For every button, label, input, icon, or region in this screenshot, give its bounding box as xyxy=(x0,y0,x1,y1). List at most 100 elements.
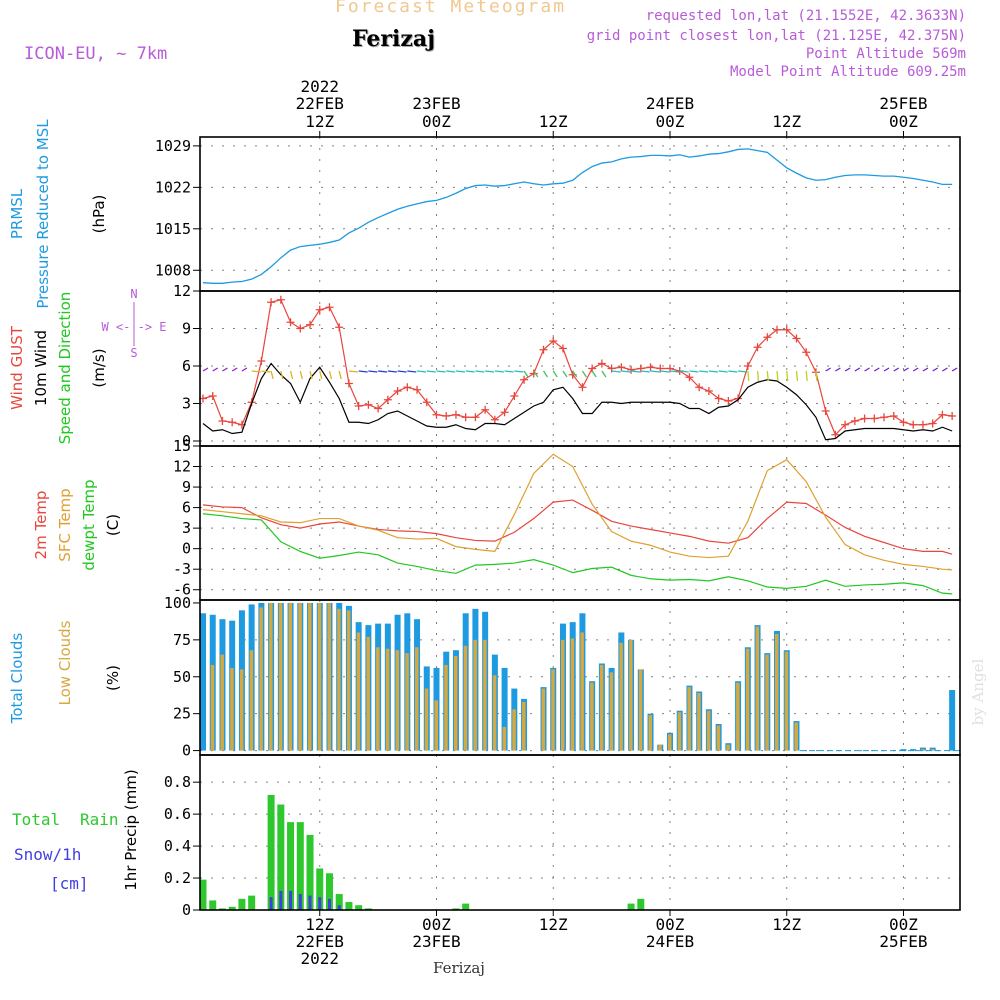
y-tick-label: 0.8 xyxy=(164,773,191,791)
low-clouds-bar xyxy=(463,645,468,751)
point-altitude: Point Altitude 569m xyxy=(805,46,966,62)
low-clouds-bar xyxy=(570,638,575,751)
low-clouds-bar xyxy=(395,650,400,751)
x-label-bottom: 24FEB xyxy=(646,932,694,951)
rain-bar xyxy=(345,902,353,910)
temp-2m-line xyxy=(202,499,953,555)
low-clouds-bar xyxy=(638,669,643,751)
x-hour-label-top: 12Z xyxy=(539,112,568,131)
low-clouds-bar xyxy=(230,667,234,751)
x-label-bottom: 12Z xyxy=(305,915,334,934)
wind-direction-arrow xyxy=(581,370,587,378)
rain-bar xyxy=(627,903,635,910)
y-tick-label: 6 xyxy=(182,357,191,375)
snow-bar xyxy=(289,890,293,910)
wind-direction-arrow xyxy=(436,370,446,373)
rain-bar xyxy=(462,903,470,910)
y-tick-label: 0 xyxy=(182,540,191,558)
low-clouds-bar xyxy=(249,650,254,751)
low-clouds-bar xyxy=(716,725,721,751)
wind-direction-arrow xyxy=(358,370,368,373)
snow-bar xyxy=(279,890,283,910)
wind-direction-arrow xyxy=(465,370,475,373)
low-clouds-bar xyxy=(609,672,614,751)
gust-marker xyxy=(374,404,383,413)
wind-direction-arrow xyxy=(338,370,342,380)
gust-marker xyxy=(306,320,315,329)
low-clouds-bar xyxy=(308,602,312,751)
y-tick-label: -6 xyxy=(173,581,191,599)
wind-direction-arrow xyxy=(631,370,641,373)
low-clouds-bar xyxy=(590,682,594,751)
gust-marker xyxy=(558,344,567,353)
low-clouds-bar xyxy=(337,608,341,751)
gust-marker xyxy=(500,408,509,417)
snow-bar xyxy=(269,897,273,910)
rain-bar xyxy=(199,879,207,910)
low-clouds-bar xyxy=(522,701,526,751)
wind-direction-arrow xyxy=(270,370,274,380)
snow-bar xyxy=(308,895,312,910)
gust-marker xyxy=(257,357,266,365)
low-clouds-bar xyxy=(726,744,730,751)
wind-direction-arrow xyxy=(319,370,323,380)
gust-marker xyxy=(870,414,879,423)
x-date-label-top: 25FEB xyxy=(879,94,927,113)
gust-marker xyxy=(928,419,937,428)
wind-direction-arrow xyxy=(883,367,890,372)
rain-bar xyxy=(287,822,295,910)
gust-marker xyxy=(549,337,558,345)
rain-bar xyxy=(316,868,324,910)
gust-marker xyxy=(539,345,548,354)
snow-bar xyxy=(318,897,322,910)
y-tick-label: 0.6 xyxy=(164,805,191,823)
wind-direction-arrow xyxy=(572,370,578,378)
low-clouds-bar xyxy=(366,636,370,751)
pressure-unit: (hPa) xyxy=(90,195,108,234)
x-label-bottom: 2022 xyxy=(300,949,339,968)
grid-point-coords: grid point closest lon,lat (21.125E, 42.… xyxy=(586,28,966,44)
y-tick-label: 12 xyxy=(173,458,191,476)
y-tick-label: 0 xyxy=(182,432,191,450)
requested-coords: requested lon,lat (21.1552E, 42.3633N) xyxy=(645,8,966,24)
gust-marker xyxy=(432,410,441,419)
x-date-label-top: 22FEB xyxy=(296,94,344,113)
wind-direction-arrow xyxy=(689,370,699,373)
gust-marker xyxy=(695,383,704,392)
wind-direction-arrow xyxy=(212,367,219,372)
snow-bar xyxy=(298,894,302,910)
wind-direction-arrow xyxy=(864,367,870,372)
wind-direction-arrow xyxy=(407,370,417,373)
rain-bar xyxy=(296,822,304,910)
wind-direction-arrow xyxy=(786,370,789,382)
low-clouds-bar xyxy=(434,700,438,751)
low-clouds-bar xyxy=(765,654,769,751)
x-label-bottom: 25FEB xyxy=(879,932,927,951)
gust-marker xyxy=(753,343,762,352)
gust-marker xyxy=(315,305,324,314)
low-clouds-bar xyxy=(541,688,546,751)
gust-marker xyxy=(267,298,276,307)
wind-direction-arrow xyxy=(504,370,514,373)
wind-direction-arrow xyxy=(669,370,680,373)
y-tick-label: 9 xyxy=(182,320,191,338)
gust-marker xyxy=(490,415,499,424)
y-tick-label: 0.2 xyxy=(164,869,191,887)
low-clouds-bar xyxy=(920,749,925,751)
x-hour-label-top: 00Z xyxy=(889,112,918,131)
gust-marker xyxy=(335,323,344,332)
low-clouds-bar xyxy=(346,610,351,751)
gust-marker xyxy=(821,407,830,415)
x-label-bottom: 22FEB xyxy=(296,932,344,951)
x-label-bottom: 00Z xyxy=(422,915,451,934)
wind-direction-arrow xyxy=(202,367,209,372)
gust-marker xyxy=(325,303,334,312)
wind-direction-arrow xyxy=(873,367,880,372)
dewpt-label: dewpt Temp xyxy=(80,479,98,570)
wind-direction-arrow xyxy=(747,370,750,382)
gust-marker xyxy=(850,417,859,425)
model-point-altitude: Model Point Altitude 609.25m xyxy=(729,64,966,80)
gust-marker xyxy=(218,417,227,425)
gust-marker xyxy=(393,387,402,395)
low-clouds-bar xyxy=(298,602,302,751)
